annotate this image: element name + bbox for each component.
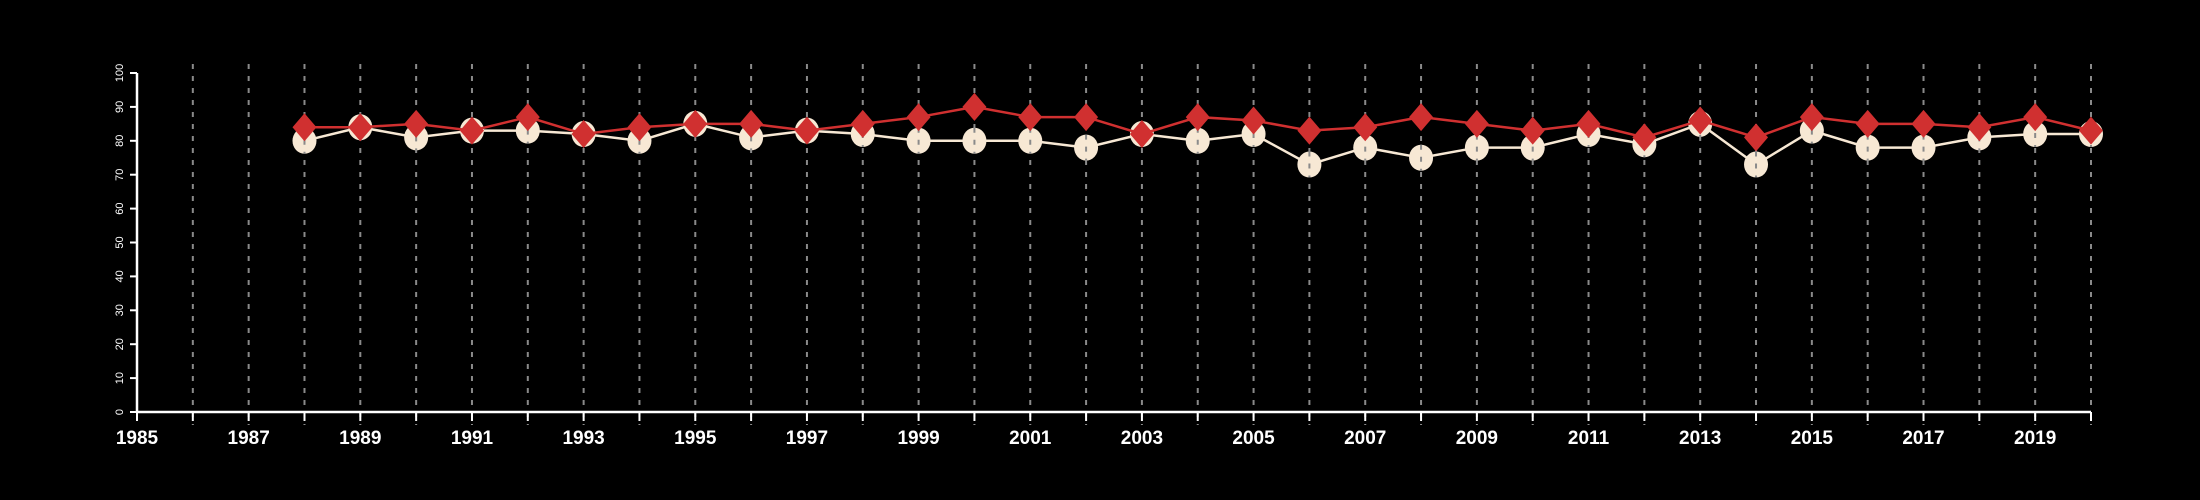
- series-diamond-point: [683, 109, 708, 138]
- x-tick-label: 2015: [1791, 428, 1834, 449]
- x-tick-label: 1985: [116, 428, 159, 449]
- series-diamond-point: [1297, 116, 1322, 145]
- x-tick-label: 2005: [1232, 428, 1275, 449]
- series-diamond-point: [2079, 116, 2103, 145]
- y-tick-label: 60: [114, 202, 126, 214]
- series-diamond-point: [292, 113, 317, 142]
- y-tick-label: 70: [114, 169, 126, 181]
- series-diamond-point: [1185, 103, 1210, 132]
- x-tick-label: 2019: [2014, 428, 2056, 449]
- x-tick-label: 2009: [1456, 428, 1498, 449]
- series-diamond-point: [1074, 103, 1099, 132]
- series-diamond-point: [1409, 103, 1434, 132]
- series-diamond-point: [1241, 106, 1266, 135]
- series-diamond-point: [1520, 116, 1545, 145]
- series-diamond-point: [1799, 103, 1824, 132]
- series-diamond-point: [627, 113, 652, 142]
- series-diamond-point: [1464, 109, 1489, 138]
- x-tick-label: 1997: [786, 428, 828, 449]
- y-tick-label: 0: [114, 409, 126, 415]
- x-tick-label: 1987: [228, 428, 270, 449]
- series-diamond-point: [1911, 109, 1936, 138]
- y-tick-label: 40: [114, 270, 126, 282]
- x-tick-label: 2001: [1009, 428, 1052, 449]
- series-diamond-point: [1018, 103, 1043, 132]
- series-diamond-point: [1688, 106, 1713, 135]
- x-tick-label: 1989: [339, 428, 381, 449]
- series-diamond-point: [2023, 103, 2048, 132]
- series-diamond-point: [1744, 123, 1769, 152]
- series-diamond-point: [850, 109, 875, 138]
- y-tick-label: 90: [114, 101, 126, 113]
- y-tick-label: 80: [114, 135, 126, 147]
- y-tick-label: 10: [114, 372, 126, 384]
- series-diamond-point: [404, 109, 429, 138]
- series-diamond-point: [906, 103, 931, 132]
- series-diamond-point: [571, 120, 596, 149]
- series-diamond-point: [1967, 113, 1992, 142]
- series-diamond-point: [794, 116, 819, 145]
- series-diamond-point: [739, 109, 764, 138]
- x-tick-label: 1991: [451, 428, 494, 449]
- series-diamond-point: [459, 116, 484, 145]
- series-diamond-point: [348, 113, 373, 142]
- series-diamond-point: [962, 92, 987, 121]
- x-tick-label: 2011: [1568, 428, 1610, 449]
- series-group: [292, 92, 2103, 178]
- y-tick-label: 100: [114, 64, 126, 82]
- x-tick-label: 1995: [674, 428, 717, 449]
- x-tick-label: 2007: [1344, 428, 1386, 449]
- series-diamond-point: [515, 103, 540, 132]
- axes: 1985 1987 1989 1991 1993 1995 1997 1999 2001 2003…: [114, 64, 2092, 449]
- x-tick-label: 2003: [1121, 428, 1163, 449]
- series-diamond-point: [1353, 113, 1378, 142]
- x-tick-label: 2013: [1679, 428, 1721, 449]
- y-tick-label: 50: [114, 236, 126, 248]
- x-tick-label: 2017: [1902, 428, 1944, 449]
- series-diamond-point: [1855, 109, 1880, 138]
- series-diamond-point: [1129, 120, 1154, 149]
- series-diamond-point: [1576, 109, 1601, 138]
- y-tick-label: 20: [114, 338, 126, 350]
- y-tick-label: 30: [114, 304, 126, 316]
- x-tick-label: 1993: [562, 428, 604, 449]
- x-tick-label: 1999: [897, 428, 939, 449]
- series-diamond-point: [1632, 123, 1657, 152]
